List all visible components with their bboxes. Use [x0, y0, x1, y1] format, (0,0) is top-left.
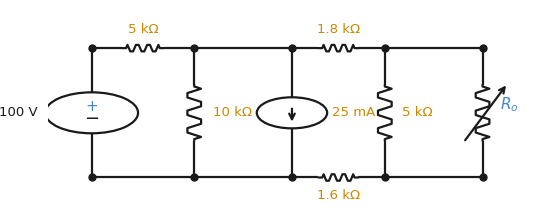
Text: $R_o$: $R_o$ [500, 95, 519, 113]
Text: 5 kΩ: 5 kΩ [402, 106, 433, 119]
Text: 1.6 kΩ: 1.6 kΩ [317, 189, 360, 202]
Text: 25 mA: 25 mA [332, 106, 375, 119]
Text: +: + [85, 99, 98, 114]
Text: 1.8 kΩ: 1.8 kΩ [317, 23, 360, 36]
Text: −: − [84, 110, 99, 128]
Text: 100 V: 100 V [0, 106, 38, 119]
Text: 5 kΩ: 5 kΩ [128, 23, 158, 36]
Text: 10 kΩ: 10 kΩ [213, 106, 252, 119]
